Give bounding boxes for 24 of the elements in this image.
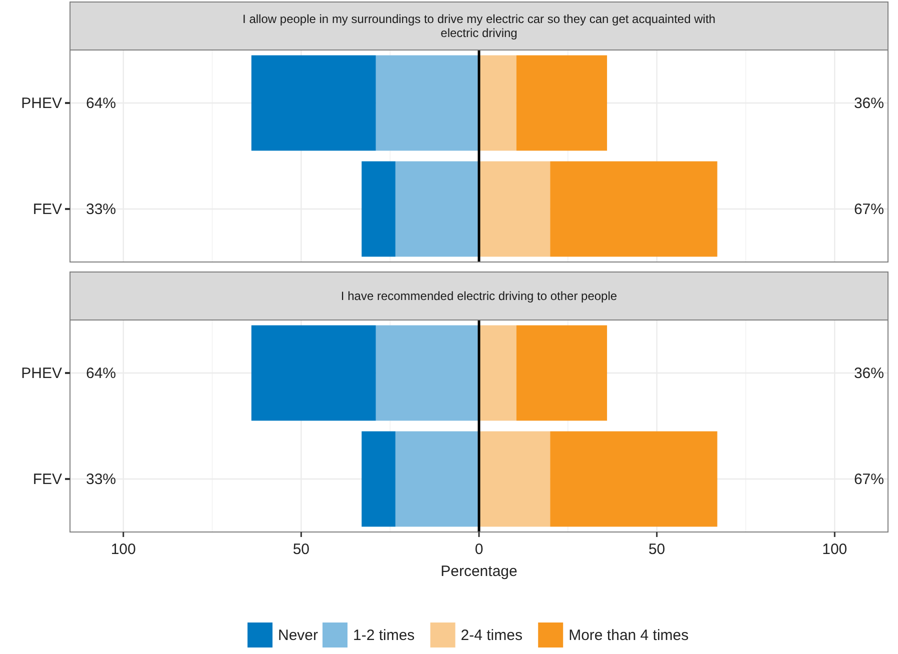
annotation: 36%: [854, 95, 884, 112]
y-tick-label: FEV: [32, 201, 62, 218]
x-tick-label: 50: [292, 541, 310, 558]
annotation: 67%: [854, 471, 884, 488]
x-axis-title: Percentage: [440, 563, 518, 580]
annotation: 36%: [854, 365, 884, 382]
legend-label: 2-4 times: [460, 627, 522, 644]
legend-label: More than 4 times: [568, 627, 689, 644]
x-tick-label: 100: [110, 541, 136, 558]
legend-label: Never: [278, 627, 318, 644]
annotation: 64%: [86, 365, 116, 382]
annotation: 33%: [86, 471, 116, 488]
y-tick-label: PHEV: [21, 365, 62, 382]
chart-title: I have recommended electric driving to other people: [340, 289, 618, 303]
x-tick-label: 50: [648, 541, 666, 558]
x-tick-label: 100: [822, 541, 848, 558]
y-tick-label: FEV: [32, 471, 62, 488]
y-tick-label: PHEV: [21, 95, 62, 112]
annotation: 33%: [86, 201, 116, 218]
annotation: 64%: [86, 95, 116, 112]
chart-title: I allow people in my surroundings to drive my electric car so they can get acquainted with electric driving: [242, 12, 716, 40]
annotation: 67%: [854, 201, 884, 218]
legend-label: 1-2 times: [353, 627, 415, 644]
x-tick-label: 0: [474, 541, 484, 558]
